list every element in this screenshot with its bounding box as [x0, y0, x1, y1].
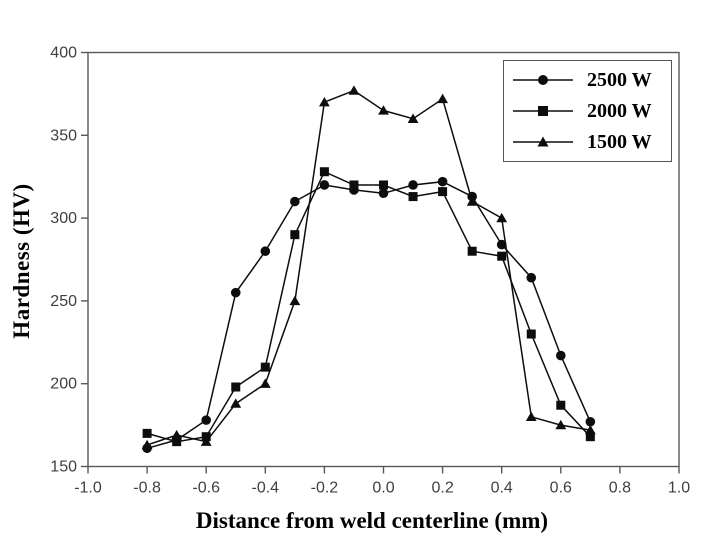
data-point-circle [230, 287, 241, 298]
y-tick-label: 150 [50, 459, 77, 476]
data-point-square [379, 180, 388, 190]
data-point-square [585, 432, 595, 442]
y-axis-title: Hardness (HV) [9, 183, 34, 339]
x-tick-label: 1.0 [668, 480, 690, 497]
triangle-marker-icon [513, 136, 573, 147]
data-point-triangle [496, 212, 508, 223]
data-point-square [231, 382, 241, 392]
data-point-circle [437, 176, 448, 187]
x-axis-title: Distance from weld centerline (mm) [195, 508, 549, 533]
series-line [146, 180, 591, 450]
x-tick-label: -1.0 [74, 480, 102, 497]
data-point-square [467, 246, 477, 256]
data-point-circle [556, 350, 566, 361]
data-point-square [497, 251, 507, 261]
x-tick-label: -0.2 [311, 480, 339, 497]
data-point-triangle [378, 105, 389, 115]
data-point-triangle [555, 419, 567, 430]
data-point-triangle [525, 411, 537, 422]
data-point-square [319, 167, 329, 177]
data-point-triangle [407, 113, 419, 123]
series-1500-w [141, 85, 596, 450]
data-point-triangle [466, 196, 478, 206]
data-point-square [260, 362, 270, 372]
x-tick-label: 0.8 [609, 480, 631, 497]
data-point-circle [526, 272, 537, 283]
data-point-triangle [437, 93, 448, 104]
data-point-square [556, 400, 566, 410]
data-point-triangle [259, 378, 271, 388]
x-tick-label: 0.4 [491, 480, 513, 497]
data-point-triangle [289, 295, 301, 306]
x-tick-label: 0.2 [431, 480, 453, 497]
x-tick-label: -0.8 [133, 480, 161, 497]
x-tick-label: -0.6 [192, 480, 220, 497]
data-point-square [290, 230, 300, 240]
data-point-circle [378, 188, 389, 199]
data-point-square [526, 329, 536, 339]
legend-row-2000w: 2000 W [512, 99, 671, 123]
data-point-square [142, 428, 152, 438]
legend-label-2000w: 2000 W [587, 99, 652, 122]
legend: 2500 W 2000 W 1500 W [503, 60, 672, 162]
series-2500-w [142, 176, 596, 454]
x-axis: -1.0 -0.8 -0.6 -0.4 -0.2 0.0 0.2 0.4 0.6 0.8 1.0 [74, 466, 690, 497]
y-tick-label: 350 [50, 127, 77, 144]
data-point-circle [260, 246, 271, 257]
data-point-square [349, 180, 359, 190]
x-tick-label: 0.6 [550, 480, 572, 497]
y-tick-label: 300 [50, 210, 77, 227]
data-point-triangle [171, 429, 183, 440]
legend-row-1500w: 1500 W [512, 130, 671, 154]
data-point-circle [319, 180, 330, 190]
x-tick-label: -0.4 [252, 480, 280, 497]
data-point-triangle [319, 96, 330, 107]
y-axis: 150 200 250 300 350 400 [50, 45, 88, 476]
series-2000-w [142, 167, 595, 447]
legend-label-2500w: 2500 W [587, 68, 652, 91]
series-line [146, 170, 591, 443]
data-point-square [408, 192, 418, 202]
data-point-circle [496, 239, 507, 250]
data-point-square [438, 187, 448, 197]
data-point-triangle [348, 85, 360, 95]
square-marker-icon [513, 106, 573, 116]
legend-row-2500w: 2500 W [512, 68, 671, 92]
y-tick-label: 200 [50, 376, 77, 393]
data-point-triangle [584, 424, 596, 435]
data-point-circle [408, 180, 418, 190]
data-point-triangle [141, 439, 153, 450]
data-point-circle [201, 415, 211, 425]
data-point-circle [585, 416, 596, 427]
x-tick-label: 0.0 [372, 480, 394, 497]
data-point-circle [290, 196, 300, 207]
legend-label-1500w: 1500 W [587, 130, 652, 153]
data-point-square [172, 437, 182, 447]
y-tick-label: 400 [50, 45, 77, 62]
data-point-triangle [200, 436, 212, 446]
y-tick-label: 250 [50, 293, 77, 310]
circle-marker-icon [513, 75, 573, 85]
data-point-triangle [230, 398, 242, 408]
series-line [146, 89, 591, 446]
